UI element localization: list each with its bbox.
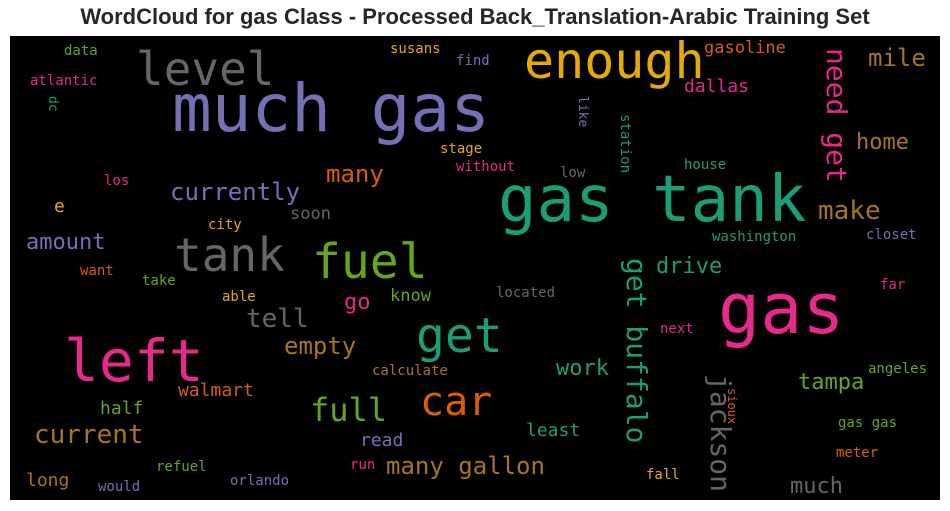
word-dc: dc xyxy=(45,96,60,112)
word-far: far xyxy=(880,277,906,293)
word-would: would xyxy=(98,479,141,495)
word-gas-tank: gas tank xyxy=(498,163,807,237)
word-go: go xyxy=(344,290,371,315)
word-washington: washington xyxy=(712,229,797,245)
word-stage: stage xyxy=(440,141,483,157)
word-mile: mile xyxy=(868,44,926,72)
word-located: located xyxy=(496,285,556,301)
word-gas: gas xyxy=(718,268,845,350)
word-angeles: angeles xyxy=(868,361,928,377)
word-make: make xyxy=(818,196,881,226)
word-low: low xyxy=(560,165,586,181)
word-tank: tank xyxy=(174,228,285,282)
word-current: current xyxy=(34,420,144,450)
word-many-gallon: many gallon xyxy=(386,452,545,480)
word-meter: meter xyxy=(836,445,879,461)
word-car: car xyxy=(420,379,493,425)
word-get: get xyxy=(416,308,503,364)
word-get-buffalo: get buffalo xyxy=(620,258,653,444)
word-read: read xyxy=(360,430,404,451)
word-half: half xyxy=(100,398,144,419)
word-soon: soon xyxy=(290,204,331,224)
word-fall: fall xyxy=(646,467,680,483)
word-much-gas: much gas xyxy=(172,70,490,147)
word-susans: susans xyxy=(390,41,441,57)
word-atlantic: atlantic xyxy=(30,73,98,89)
word-without: without xyxy=(456,159,516,175)
word-gas-gas: gas gas xyxy=(838,415,898,431)
word-city: city xyxy=(208,217,242,233)
word-home: home xyxy=(856,130,909,155)
word-left: left xyxy=(64,327,204,395)
word-walmart: walmart xyxy=(178,380,254,401)
word-need-get: need get xyxy=(820,48,853,183)
word-calculate: calculate xyxy=(372,363,448,379)
word-empty: empty xyxy=(284,332,357,360)
word-dallas: dallas xyxy=(684,76,750,97)
word-amount: amount xyxy=(26,230,106,255)
word-take: take xyxy=(142,273,176,289)
word-orlando: orlando xyxy=(230,473,290,489)
word-refuel: refuel xyxy=(156,459,207,475)
word-e: e xyxy=(54,196,65,217)
wordcloud-canvas: much gas gas tank gas left enough level … xyxy=(10,36,940,500)
word-many: many xyxy=(326,160,384,188)
word-closet: closet xyxy=(866,227,917,243)
word-currently: currently xyxy=(170,178,301,206)
word-work: work xyxy=(556,356,609,381)
word-los: los xyxy=(104,173,130,189)
word-fuel: fuel xyxy=(312,234,428,290)
word-run: run xyxy=(350,457,376,473)
word-long: long xyxy=(26,470,70,491)
word-find: find xyxy=(456,53,490,69)
word-sioux: sioux xyxy=(725,388,739,425)
word-full: full xyxy=(310,391,388,429)
word-station: station xyxy=(617,114,633,174)
word-tampa: tampa xyxy=(798,370,865,395)
word-like: like xyxy=(575,96,590,128)
word-least: least xyxy=(526,420,581,441)
word-data: data xyxy=(64,43,98,59)
word-next: next xyxy=(660,321,694,337)
word-house: house xyxy=(684,157,727,173)
word-gasoline: gasoline xyxy=(704,38,786,58)
word-much: much xyxy=(790,474,843,499)
word-drive: drive xyxy=(656,254,723,279)
word-jackson: jackson xyxy=(704,374,737,493)
word-enough: enough xyxy=(524,36,705,90)
word-know: know xyxy=(390,286,431,306)
word-level: level xyxy=(136,42,275,96)
word-want: want xyxy=(80,263,114,279)
chart-title: WordCloud for gas Class - Processed Back… xyxy=(80,4,870,29)
word-tell: tell xyxy=(246,304,309,334)
word-able: able xyxy=(222,289,256,305)
